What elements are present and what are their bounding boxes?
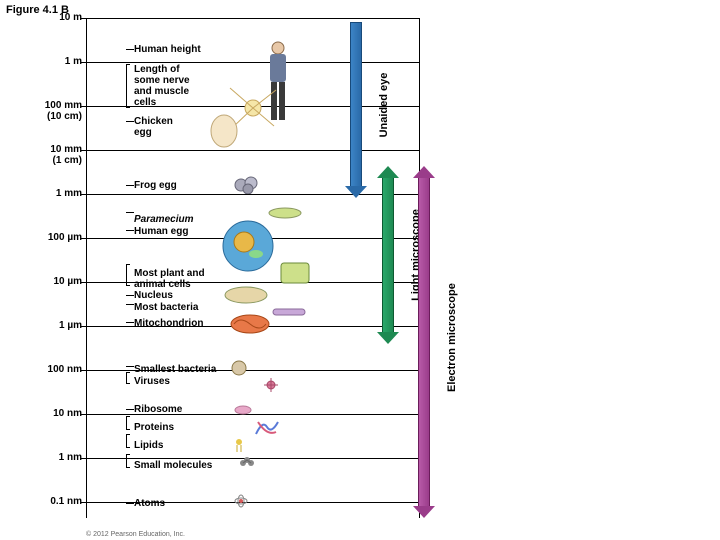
item-tick xyxy=(126,49,134,50)
gridline xyxy=(86,18,420,19)
plant-cell-icon xyxy=(280,262,310,289)
gridline xyxy=(86,62,420,63)
item-label: Small molecules xyxy=(134,460,212,471)
scale-tick xyxy=(81,106,86,107)
frog-egg-icon xyxy=(234,176,260,199)
scale-label: 10 µm xyxy=(2,276,82,287)
scale-tick xyxy=(81,282,86,283)
human-egg-icon xyxy=(222,220,274,277)
chicken-egg-icon xyxy=(210,114,238,153)
item-tick xyxy=(126,322,134,323)
unaided-eye-arrow xyxy=(350,22,362,188)
item-label: Length ofsome nerveand musclecells xyxy=(134,64,190,108)
item-tick xyxy=(126,304,134,305)
item-bracket xyxy=(126,434,130,448)
scale-label: 1 µm xyxy=(2,320,82,331)
scale-label: 1 m xyxy=(2,56,82,67)
scale-label: 100 nm xyxy=(2,364,82,375)
item-label: Atoms xyxy=(134,498,165,509)
item-label: Smallest bacteria xyxy=(134,364,216,375)
scale-label: 0.1 nm xyxy=(2,496,82,507)
item-label: Human egg xyxy=(134,226,188,237)
scale-tick xyxy=(81,414,86,415)
scale-tick xyxy=(81,238,86,239)
copyright: © 2012 Pearson Education, Inc. xyxy=(86,531,185,538)
nucleus-icon xyxy=(224,286,268,309)
unaided-eye-label: Unaided eye xyxy=(378,55,390,155)
item-tick xyxy=(126,212,134,213)
scale-label: 1 nm xyxy=(2,452,82,463)
scale-label: 1 mm xyxy=(2,188,82,199)
scale-tick xyxy=(81,194,86,195)
scale-label: 10 mm(1 cm) xyxy=(2,144,82,166)
bacteria-icon xyxy=(272,304,306,322)
item-tick xyxy=(126,121,134,122)
item-tick xyxy=(126,230,134,231)
item-label: Frog egg xyxy=(134,180,177,191)
item-label: Ribosome xyxy=(134,404,182,415)
item-bracket xyxy=(126,416,130,430)
scale-tick xyxy=(81,458,86,459)
scale-tick xyxy=(81,150,86,151)
scale-tick xyxy=(81,62,86,63)
item-bracket xyxy=(126,64,130,108)
ribosome-icon xyxy=(234,402,252,420)
gridline xyxy=(86,150,420,151)
item-label: Lipids xyxy=(134,440,163,451)
item-label: Nucleus xyxy=(134,290,173,301)
electron-microscope-arrow xyxy=(418,176,430,508)
small-bact-icon xyxy=(230,360,248,381)
item-bracket xyxy=(126,264,130,286)
item-label: Paramecium xyxy=(134,214,193,225)
light-microscope-arrow xyxy=(382,176,394,334)
mito-icon xyxy=(230,314,270,339)
item-label: Viruses xyxy=(134,376,170,387)
item-label: Chickenegg xyxy=(134,116,173,138)
item-label: Proteins xyxy=(134,422,174,433)
protein-icon xyxy=(254,418,280,441)
virus-icon xyxy=(264,378,278,397)
item-tick xyxy=(126,503,134,504)
lipid-icon xyxy=(232,438,246,457)
item-bracket xyxy=(126,372,130,384)
scale-tick xyxy=(81,326,86,327)
item-label: Most plant andanimal cells xyxy=(134,268,205,290)
item-tick xyxy=(126,409,134,410)
molecule-icon xyxy=(238,456,256,475)
item-label: Human height xyxy=(134,44,201,55)
item-tick xyxy=(126,185,134,186)
item-tick xyxy=(126,295,134,296)
scale-tick xyxy=(81,18,86,19)
electron-microscope-label: Electron microscope xyxy=(446,292,458,392)
scale-label: 100 µm xyxy=(2,232,82,243)
scale-tick xyxy=(81,370,86,371)
atom-icon xyxy=(234,494,248,513)
scale-label: 100 mm(10 cm) xyxy=(2,100,82,122)
scale-label: 10 nm xyxy=(2,408,82,419)
item-label: Mitochondrion xyxy=(134,318,203,329)
item-tick xyxy=(126,366,134,367)
item-label: Most bacteria xyxy=(134,302,198,313)
scale-label: 10 m xyxy=(2,12,82,23)
item-bracket xyxy=(126,454,130,468)
scale-tick xyxy=(81,502,86,503)
